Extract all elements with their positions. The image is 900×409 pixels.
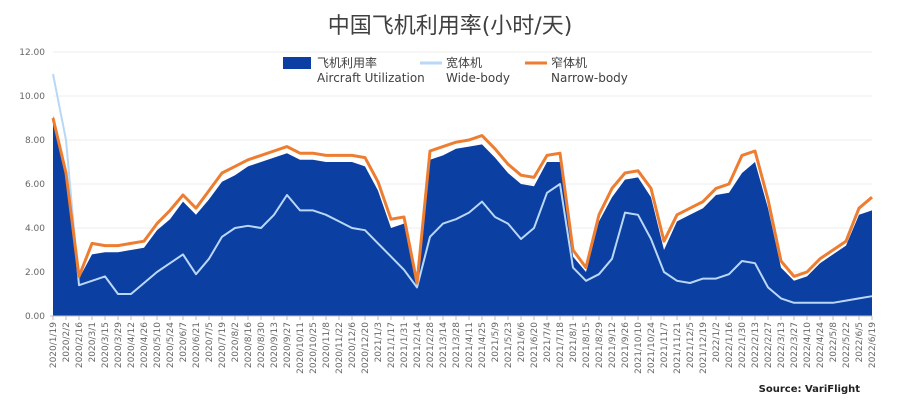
x-tick-label: 2020/1/19 xyxy=(49,322,59,368)
x-tick-label: 2020/8/2 xyxy=(231,322,241,362)
x-tick-label: 2020/9/13 xyxy=(270,322,280,368)
series-line-wide-body xyxy=(52,73,873,304)
legend-label-cn: 宽体机 xyxy=(446,55,482,70)
x-tick-label: 2022/3/27 xyxy=(790,322,800,368)
x-tick-label: 2020/7/19 xyxy=(218,322,228,368)
x-tick-label: 2021/1/3 xyxy=(374,322,384,362)
x-tick-label: 2022/2/13 xyxy=(751,322,761,368)
x-tick-label: 2021/10/24 xyxy=(647,322,657,374)
y-tick-label: 8.00 xyxy=(25,136,45,146)
x-tick-label: 2020/8/30 xyxy=(257,322,267,368)
x-tick-label: 2022/5/22 xyxy=(842,322,852,368)
x-tick-label: 2021/5/23 xyxy=(504,322,514,368)
x-tick-label: 2020/8/16 xyxy=(244,322,254,368)
x-tick-label: 2020/11/8 xyxy=(322,322,332,368)
series-line-narrow-body xyxy=(51,117,873,285)
x-tick-label: 2022/5/8 xyxy=(829,322,839,363)
x-tick-label: 2020/9/27 xyxy=(283,322,293,368)
x-tick-label: 2020/4/12 xyxy=(127,322,137,368)
legend-swatch-utilization xyxy=(283,57,311,69)
x-tick-label: 2020/10/11 xyxy=(296,322,306,374)
x-tick-label: 2021/8/1 xyxy=(569,322,579,362)
x-tick-label: 2021/1/17 xyxy=(387,322,397,368)
x-tick-label: 2021/6/20 xyxy=(530,322,540,368)
x-tick-label: 2021/8/29 xyxy=(595,322,605,368)
x-tick-label: 2022/1/16 xyxy=(725,322,735,368)
x-tick-label: 2021/3/28 xyxy=(452,322,462,368)
x-tick-label: 2020/11/22 xyxy=(335,322,345,374)
x-tick-label: 2020/12/6 xyxy=(348,322,358,368)
x-tick-label: 2021/7/4 xyxy=(543,322,553,363)
x-tick-label: 2020/12/20 xyxy=(361,322,371,374)
y-tick-label: 0.00 xyxy=(25,312,45,322)
x-tick-label: 2020/3/29 xyxy=(114,322,124,368)
y-tick-label: 6.00 xyxy=(25,180,45,190)
x-tick-label: 2020/6/7 xyxy=(179,322,189,362)
x-tick-label: 2020/4/26 xyxy=(140,322,150,368)
x-tick-label: 2021/8/15 xyxy=(582,322,592,368)
x-tick-label: 2022/3/13 xyxy=(777,322,787,368)
x-tick-label: 2022/4/24 xyxy=(816,322,826,368)
x-tick-label: 2020/7/5 xyxy=(205,322,215,362)
x-tick-label: 2021/1/31 xyxy=(400,322,410,368)
x-tick-label: 2020/6/21 xyxy=(192,322,202,368)
x-tick-label: 2020/10/25 xyxy=(309,322,319,374)
legend-label-cn: 窄体机 xyxy=(551,55,587,70)
x-tick-label: 2022/6/5 xyxy=(855,322,865,362)
x-tick-label: 2021/2/14 xyxy=(413,322,423,368)
x-tick-label: 2020/2/2 xyxy=(62,322,72,362)
x-tick-label: 2022/2/27 xyxy=(764,322,774,368)
x-tick-label: 2021/9/12 xyxy=(608,322,618,368)
y-tick-label: 4.00 xyxy=(25,224,45,234)
x-tick-label: 2020/2/16 xyxy=(75,322,85,368)
x-tick-label: 2022/4/10 xyxy=(803,322,813,368)
x-tick-label: 2021/9/26 xyxy=(621,322,631,368)
y-tick-label: 12.00 xyxy=(19,48,45,58)
x-tick-label: 2021/12/19 xyxy=(699,322,709,374)
x-tick-label: 2020/5/10 xyxy=(153,322,163,368)
x-tick-label: 2021/4/25 xyxy=(478,322,488,368)
x-tick-label: 2021/11/21 xyxy=(673,322,683,374)
x-tick-label: 2020/3/1 xyxy=(88,322,98,362)
x-tick-label: 2022/6/19 xyxy=(868,322,878,368)
x-tick-label: 2021/7/18 xyxy=(556,322,566,368)
x-tick-label: 2020/3/15 xyxy=(101,322,111,368)
y-tick-label: 10.00 xyxy=(19,92,45,102)
legend-label-en: Aircraft Utilization xyxy=(317,71,425,85)
source-note: Source: VariFlight xyxy=(758,384,860,395)
x-tick-label: 2021/11/7 xyxy=(660,322,670,368)
x-tick-label: 2021/10/10 xyxy=(634,322,644,374)
x-tick-label: 2021/3/14 xyxy=(439,322,449,368)
x-tick-label: 2021/4/11 xyxy=(465,322,475,368)
x-tick-label: 2022/1/30 xyxy=(738,322,748,368)
x-tick-label: 2022/1/2 xyxy=(712,322,722,362)
x-tick-label: 2021/6/6 xyxy=(517,322,527,363)
x-tick-label: 2021/5/9 xyxy=(491,322,501,363)
x-tick-label: 2021/12/5 xyxy=(686,322,696,368)
y-tick-label: 2.00 xyxy=(25,268,45,278)
x-tick-label: 2021/2/28 xyxy=(426,322,436,368)
legend-label-cn: 飞机利用率 xyxy=(317,55,377,70)
chart-title: 中国飞机利用率(小时/天) xyxy=(327,14,573,39)
legend-label-en: Wide-body xyxy=(446,71,510,85)
x-tick-label: 2020/5/24 xyxy=(166,322,176,368)
legend-label-en: Narrow-body xyxy=(551,71,628,85)
